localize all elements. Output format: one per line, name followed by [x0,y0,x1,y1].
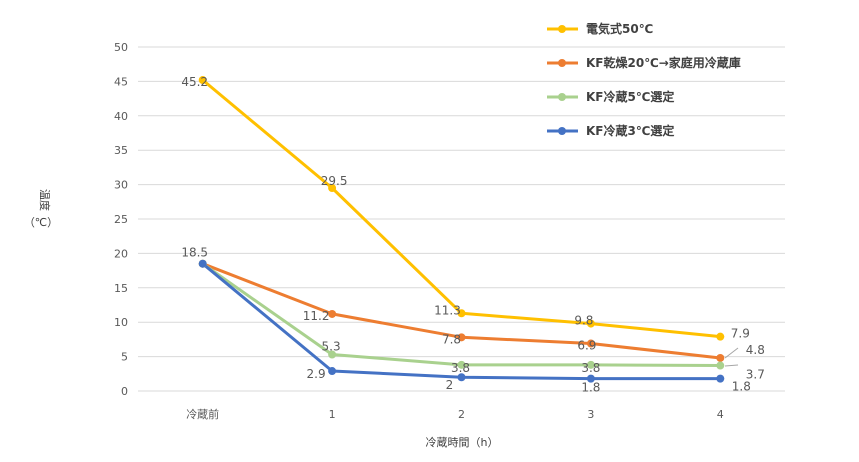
y-tick-label: 40 [114,110,128,123]
data-label: 3.8 [451,361,470,375]
data-point [198,259,207,268]
y-tick-label: 25 [114,213,128,226]
label-leader-lines [724,347,739,367]
data-label: 1.8 [732,380,751,394]
data-labels: 45.2 29.5 11.3 9.8 7.9 11.2 7.8 6.9 4.8 5.3 3.8 3.8… [181,75,765,395]
y-axis-title: 温度 [38,189,52,211]
data-label: 5.3 [322,340,341,354]
data-point [328,350,337,359]
data-label: 9.8 [574,314,593,328]
data-point [716,353,725,362]
data-label: 3.8 [581,361,600,375]
y-tick-label: 15 [114,282,128,295]
data-point [457,360,466,369]
legend-swatch-marker [558,25,566,33]
data-label: 2.9 [307,367,326,381]
data-label: 6.9 [577,339,596,353]
data-point [328,184,337,193]
data-point [586,374,595,383]
y-tick-label: 45 [114,75,128,88]
data-point [457,373,466,382]
data-label: 2 [446,378,454,392]
data-label: 7.8 [442,332,461,346]
y-tick-label: 20 [114,247,128,260]
legend-label: KF冷蔵5℃選定 [586,89,674,104]
data-label: 11.2 [303,309,330,323]
legend-swatch-marker [558,93,566,101]
leader-line [724,364,739,367]
data-point [328,309,337,318]
y-tick-label: 10 [114,316,128,329]
legend-swatch-marker [558,59,566,67]
legend-label: KF乾燥20℃→家庭用冷蔵庫 [586,55,741,70]
data-label: 29.5 [321,174,348,188]
data-point [586,339,595,348]
x-axis-title: 冷蔵時間（h） [426,436,499,449]
y-axis-ticks: 0 5 10 15 20 25 30 35 40 45 50 [114,41,128,398]
legend-label: 電気式50℃ [586,21,653,36]
y-tick-label: 30 [114,179,128,192]
data-point [716,374,725,383]
y-axis-unit: （℃） [24,216,58,229]
data-point [457,309,466,318]
y-tick-label: 35 [114,144,128,157]
data-label: 11.3 [434,303,461,317]
y-tick-label: 0 [121,385,128,398]
legend: 電気式50℃ KF乾燥20℃→家庭用冷蔵庫 KF冷蔵5℃選定 KF冷蔵3℃選定 [547,21,741,138]
data-point [457,333,466,342]
data-label: 7.9 [731,327,750,341]
data-label: 18.5 [181,246,208,260]
x-tick-label: 4 [717,408,724,421]
data-point [198,76,207,85]
data-label: 45.2 [181,75,208,89]
data-point [586,360,595,369]
data-point [716,361,725,370]
data-label: 4.8 [746,343,765,357]
x-tick-label: 1 [329,408,336,421]
x-tick-label: 2 [458,408,465,421]
series-line [201,78,721,339]
data-point [328,367,337,376]
data-label: 3.7 [746,368,765,382]
x-tick-label: 3 [587,408,594,421]
y-tick-label: 5 [121,351,128,364]
series-points [198,76,725,383]
legend-swatch-marker [558,127,566,135]
legend-label: KF冷蔵3℃選定 [586,123,674,138]
data-point [586,319,595,328]
y-tick-label: 50 [114,41,128,54]
x-tick-label: 冷蔵前 [186,407,219,421]
data-label: 1.8 [581,381,600,395]
x-axis-ticks: 冷蔵前 1 2 3 4 [186,407,724,421]
data-point [716,332,725,341]
leader-line [724,347,739,359]
gridlines [138,46,785,392]
